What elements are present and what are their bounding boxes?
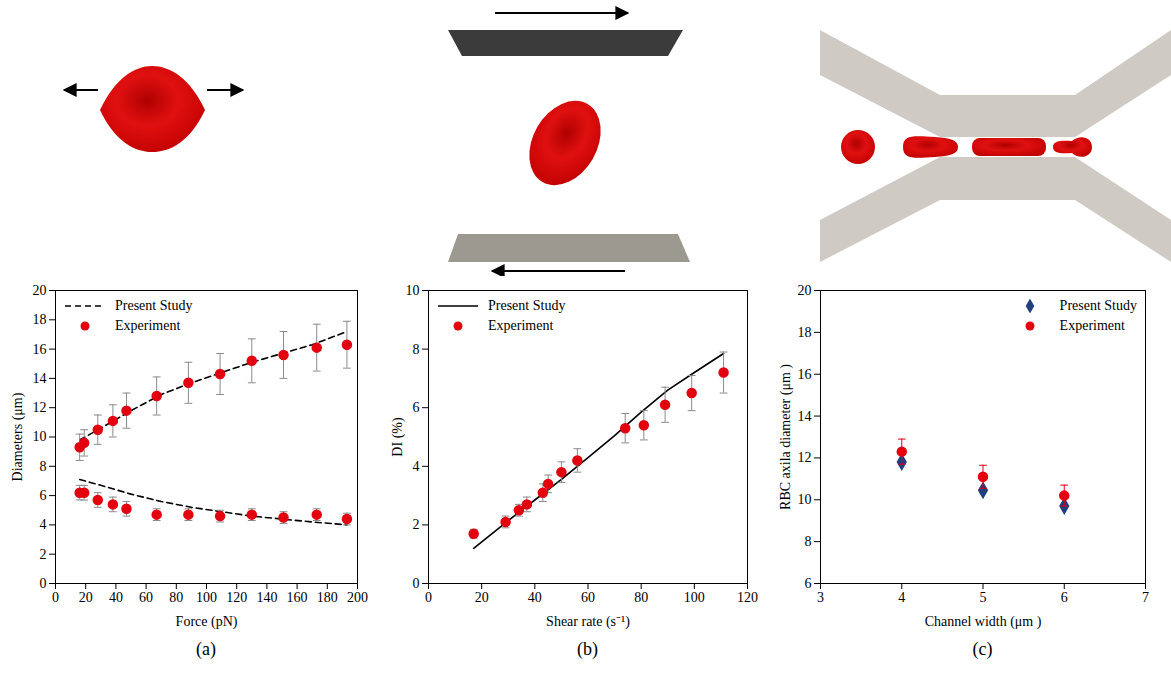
svg-text:80: 80 xyxy=(169,590,183,605)
svg-text:2: 2 xyxy=(40,547,47,562)
svg-text:6: 6 xyxy=(413,400,420,415)
html-text:Experiment: Experiment xyxy=(1059,318,1125,333)
svg-text:5: 5 xyxy=(980,590,987,605)
svg-text:20: 20 xyxy=(79,590,93,605)
svg-text:140: 140 xyxy=(256,590,277,605)
html-text:(b): (b) xyxy=(577,639,598,659)
svg-text:20: 20 xyxy=(33,283,47,298)
svg-text:4: 4 xyxy=(413,459,420,474)
svg-text:120: 120 xyxy=(226,590,247,605)
svg-text:16: 16 xyxy=(33,342,47,357)
html-text:(c): (c) xyxy=(972,639,993,659)
svg-text:0: 0 xyxy=(413,576,420,591)
svg-text:80: 80 xyxy=(634,590,648,605)
svg-text:4: 4 xyxy=(898,590,905,605)
svg-text:8: 8 xyxy=(413,342,420,357)
svg-text:RBC axila diameter (μm ): RBC axila diameter (μm ) xyxy=(778,364,794,510)
html-text:Present Study: Present Study xyxy=(488,298,566,313)
svg-text:0: 0 xyxy=(425,590,432,605)
svg-text:14: 14 xyxy=(798,409,812,424)
svg-text:60: 60 xyxy=(139,590,153,605)
svg-text:0: 0 xyxy=(40,576,47,591)
html-text:Experiment: Experiment xyxy=(488,318,554,333)
svg-text:100: 100 xyxy=(196,590,217,605)
svg-text:14: 14 xyxy=(33,371,47,386)
svg-text:Force (pN): Force (pN) xyxy=(176,614,238,630)
svg-text:0: 0 xyxy=(52,590,59,605)
svg-text:200: 200 xyxy=(347,590,368,605)
svg-text:100: 100 xyxy=(684,590,705,605)
svg-text:12: 12 xyxy=(798,450,812,465)
svg-text:180: 180 xyxy=(317,590,338,605)
svg-text:6: 6 xyxy=(805,576,812,591)
svg-text:8: 8 xyxy=(805,534,812,549)
svg-text:18: 18 xyxy=(798,325,812,340)
svg-text:60: 60 xyxy=(581,590,595,605)
svg-text:6: 6 xyxy=(40,488,47,503)
svg-text:40: 40 xyxy=(528,590,542,605)
svg-text:6: 6 xyxy=(1061,590,1068,605)
svg-text:20: 20 xyxy=(475,590,489,605)
svg-text:4: 4 xyxy=(40,517,47,532)
svg-text:Diameters (μm): Diameters (μm) xyxy=(10,392,26,481)
svg-text:8: 8 xyxy=(40,459,47,474)
svg-text:Shear rate (s⁻¹): Shear rate (s⁻¹) xyxy=(546,614,630,630)
svg-text:10: 10 xyxy=(33,429,47,444)
svg-text:12: 12 xyxy=(33,400,47,415)
html-text:Present Study: Present Study xyxy=(1059,298,1137,313)
svg-text:40: 40 xyxy=(109,590,123,605)
svg-text:10: 10 xyxy=(798,492,812,507)
svg-text:Channel width (μm ): Channel width (μm ) xyxy=(925,614,1042,630)
svg-text:18: 18 xyxy=(33,312,47,327)
svg-text:7: 7 xyxy=(1142,590,1149,605)
html-text:Experiment: Experiment xyxy=(115,318,181,333)
svg-text:3: 3 xyxy=(817,590,824,605)
html-text:(a): (a) xyxy=(196,639,216,659)
svg-text:120: 120 xyxy=(737,590,758,605)
svg-text:2: 2 xyxy=(413,517,420,532)
svg-text:10: 10 xyxy=(406,283,420,298)
svg-text:16: 16 xyxy=(798,367,812,382)
svg-text:160: 160 xyxy=(287,590,308,605)
svg-text:20: 20 xyxy=(798,283,812,298)
svg-text:DI (%): DI (%) xyxy=(390,417,406,457)
html-text:Present Study: Present Study xyxy=(115,298,193,313)
